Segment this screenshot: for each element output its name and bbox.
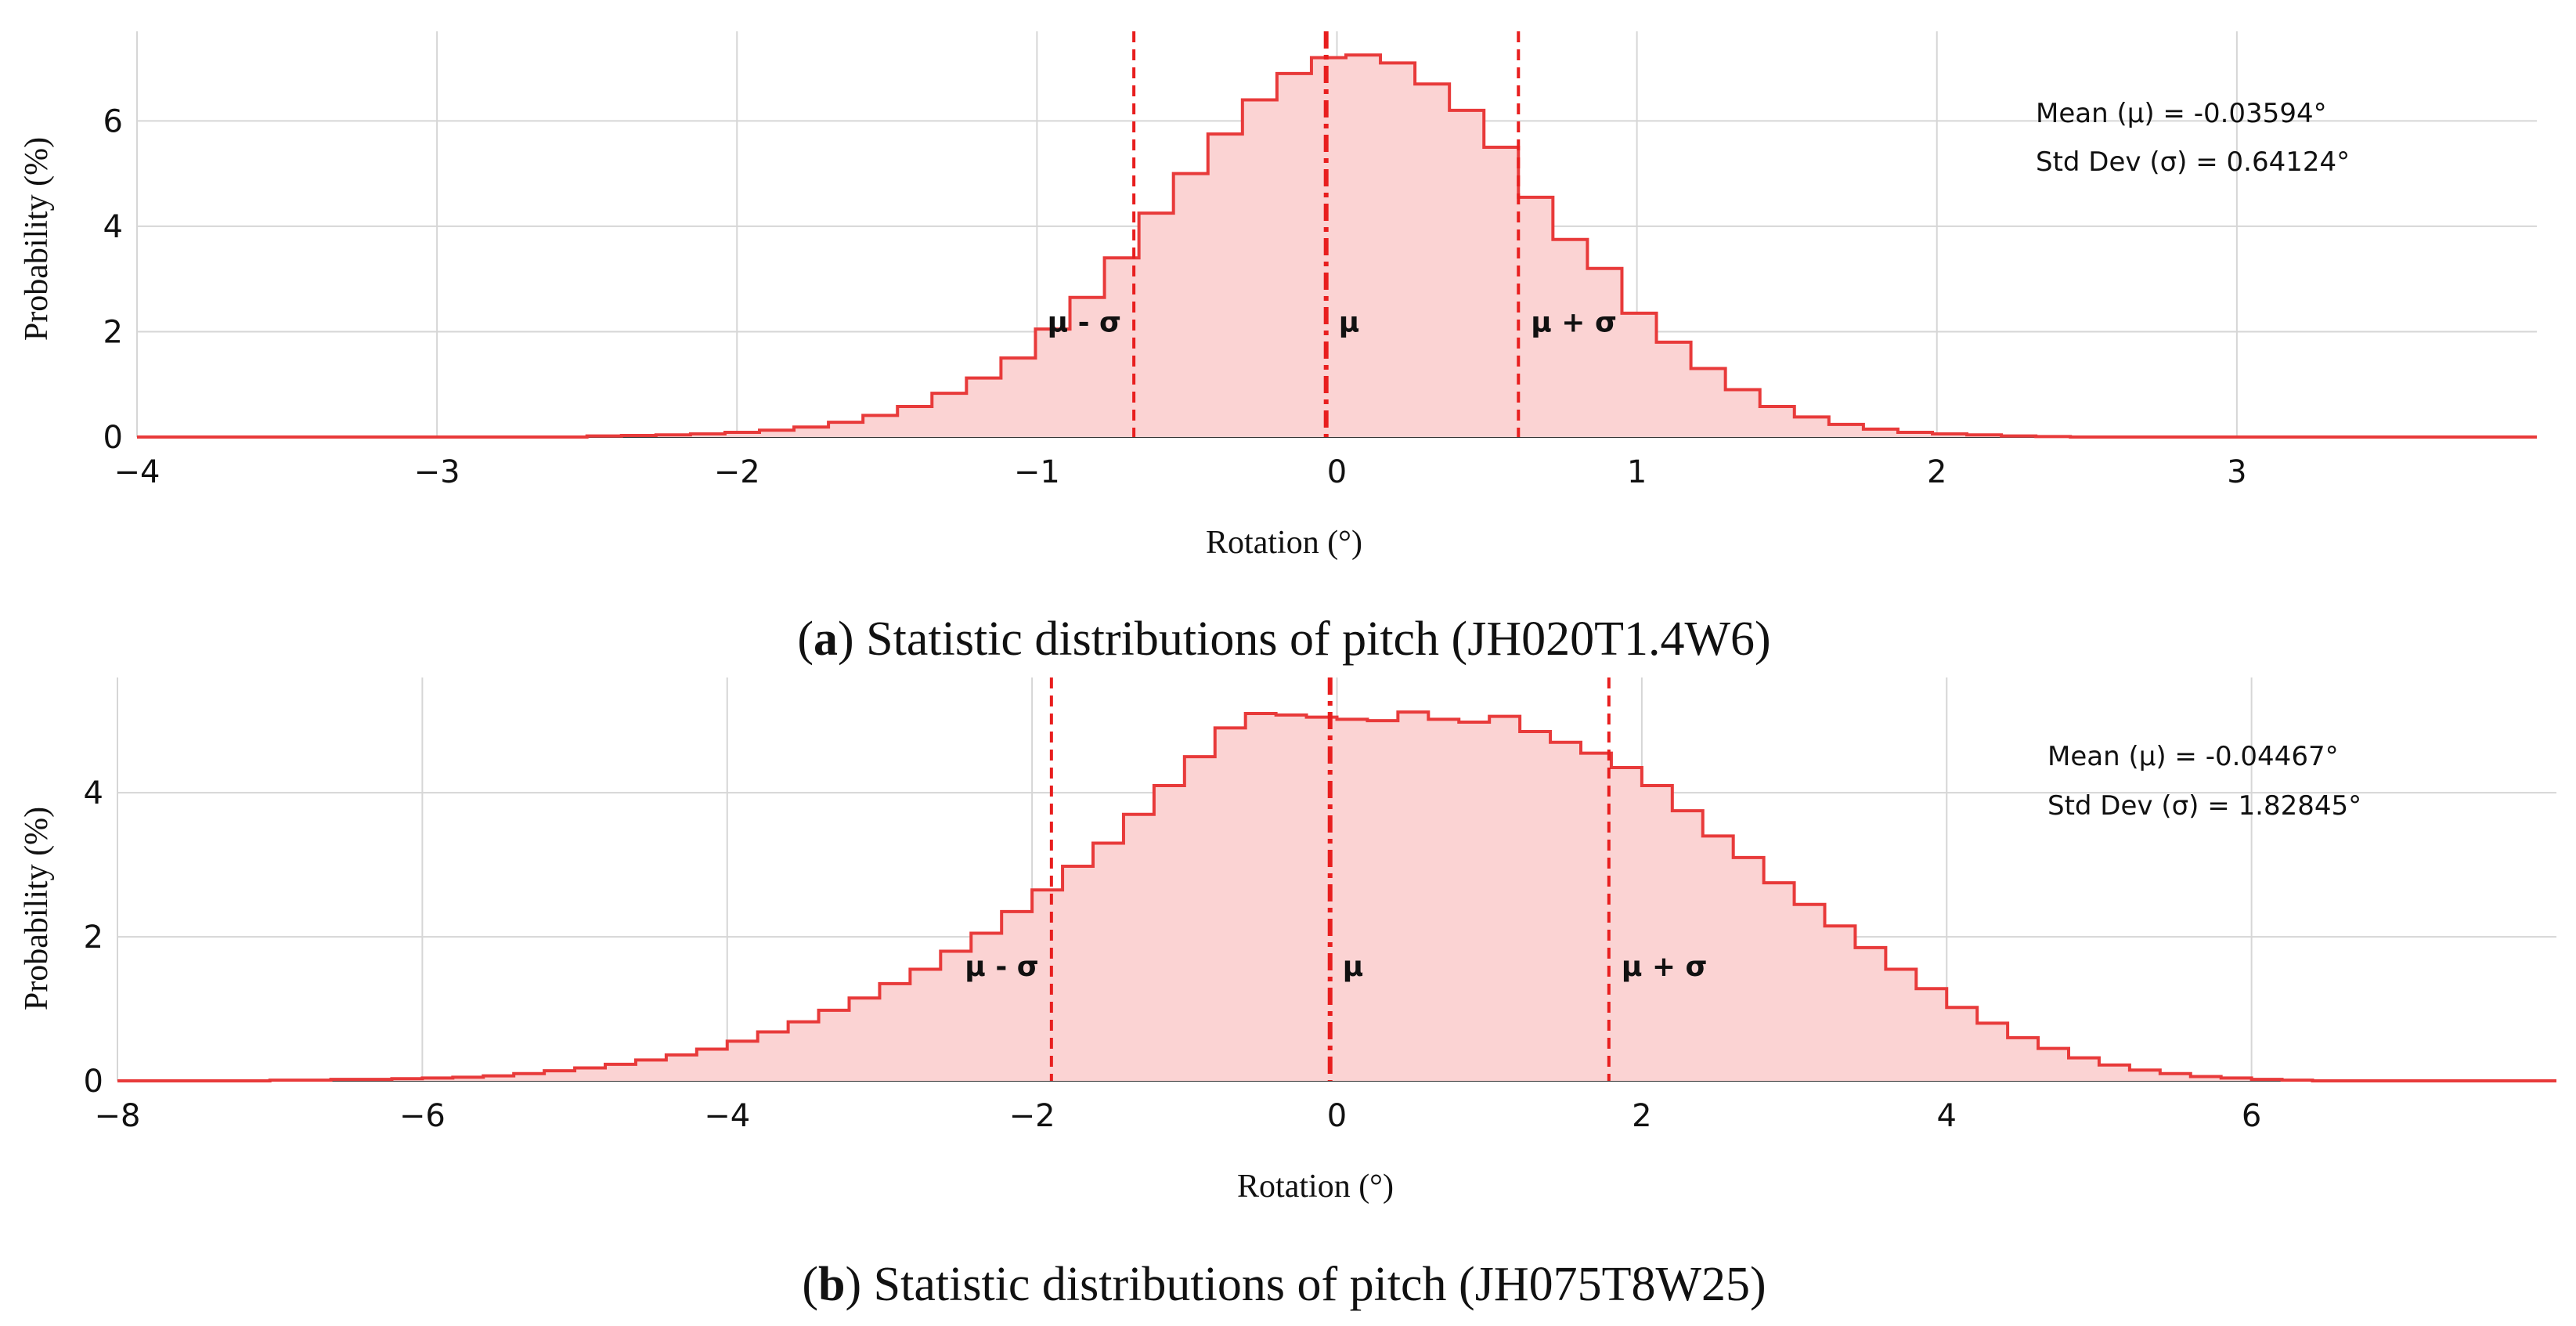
y-tick-label: 6 (103, 103, 123, 139)
marker-lines-a: μ - σ μ μ + σ (1048, 31, 1617, 437)
y-tick-label: 0 (103, 420, 123, 456)
y-axis-label-b: Probability (%) (19, 807, 55, 1010)
y-axis-label-a: Probability (%) (19, 137, 55, 341)
y-tick-label: 4 (103, 209, 123, 245)
tick-labels-b: −8 −6 −4 −2 0 2 4 6 0 2 4 (84, 775, 2262, 1134)
x-tick-label: 4 (1937, 1098, 1957, 1134)
x-tick-label: 2 (1632, 1098, 1651, 1134)
x-tick-label: 2 (1927, 454, 1946, 490)
x-tick-label: 0 (1327, 454, 1347, 490)
x-tick-label: −1 (1014, 454, 1060, 490)
marker-label: μ - σ (1048, 306, 1122, 338)
mean-text-a: Mean (μ) = -0.03594° (2036, 98, 2327, 129)
y-tick-label: 0 (84, 1064, 103, 1100)
marker-label: μ + σ (1531, 306, 1617, 338)
x-tick-label: −8 (95, 1098, 141, 1134)
histogram-fill (137, 55, 2537, 437)
mean-text-b: Mean (μ) = -0.04467° (2047, 741, 2339, 772)
x-axis-label-a: Rotation (°) (1206, 525, 1362, 561)
y-tick-label: 2 (103, 314, 123, 350)
histogram-outline (137, 53, 2537, 439)
std-text-a: Std Dev (σ) = 0.64124° (2036, 146, 2350, 178)
marker-label: μ (1343, 951, 1364, 983)
marker-lines-b: μ - σ μ μ + σ (965, 677, 1708, 1081)
x-tick-label: −4 (704, 1098, 750, 1134)
tick-labels-a: −4 −3 −2 −1 0 1 2 3 0 2 4 6 (103, 103, 2247, 490)
x-tick-label: −6 (399, 1098, 446, 1134)
x-tick-label: −2 (1009, 1098, 1055, 1134)
std-text-b: Std Dev (σ) = 1.82845° (2047, 790, 2361, 822)
x-axis-label-b: Rotation (°) (1237, 1169, 1394, 1205)
caption-text-a: Statistic distributions of pitch (JH020T… (854, 612, 1771, 666)
x-tick-label: −4 (114, 454, 161, 490)
marker-label: μ (1339, 306, 1360, 338)
x-tick-label: −2 (714, 454, 760, 490)
caption-b: (b) Statistic distributions of pitch (JH… (802, 1258, 1766, 1311)
marker-label: μ - σ (965, 951, 1039, 983)
x-tick-label: 6 (2242, 1098, 2261, 1134)
x-tick-label: −3 (414, 454, 460, 490)
y-tick-label: 4 (84, 775, 103, 811)
histogram-b (117, 710, 2556, 1082)
chart-panel-b: Probability (%) μ - σ μ μ + σ −8 −6 −4 −2 0 2 4 6… (19, 677, 2556, 1311)
caption-a: (a) Statistic distributions of pitch (JH… (797, 612, 1770, 666)
y-tick-label: 2 (84, 920, 103, 956)
caption-letter-b: b (818, 1258, 845, 1311)
caption-letter-a: a (814, 612, 838, 666)
caption-text-b: Statistic distributions of pitch (JH075T… (861, 1258, 1766, 1311)
x-tick-label: 1 (1627, 454, 1647, 490)
histogram-a (137, 53, 2537, 439)
chart-panel-a: Probability (%) μ - σ μ μ + σ −4 −3 −2 −1 0 1 2 3… (19, 31, 2537, 666)
x-tick-label: 0 (1327, 1098, 1347, 1134)
x-tick-label: 3 (2227, 454, 2246, 490)
histogram-outline (117, 710, 2556, 1082)
marker-label: μ + σ (1622, 951, 1708, 983)
